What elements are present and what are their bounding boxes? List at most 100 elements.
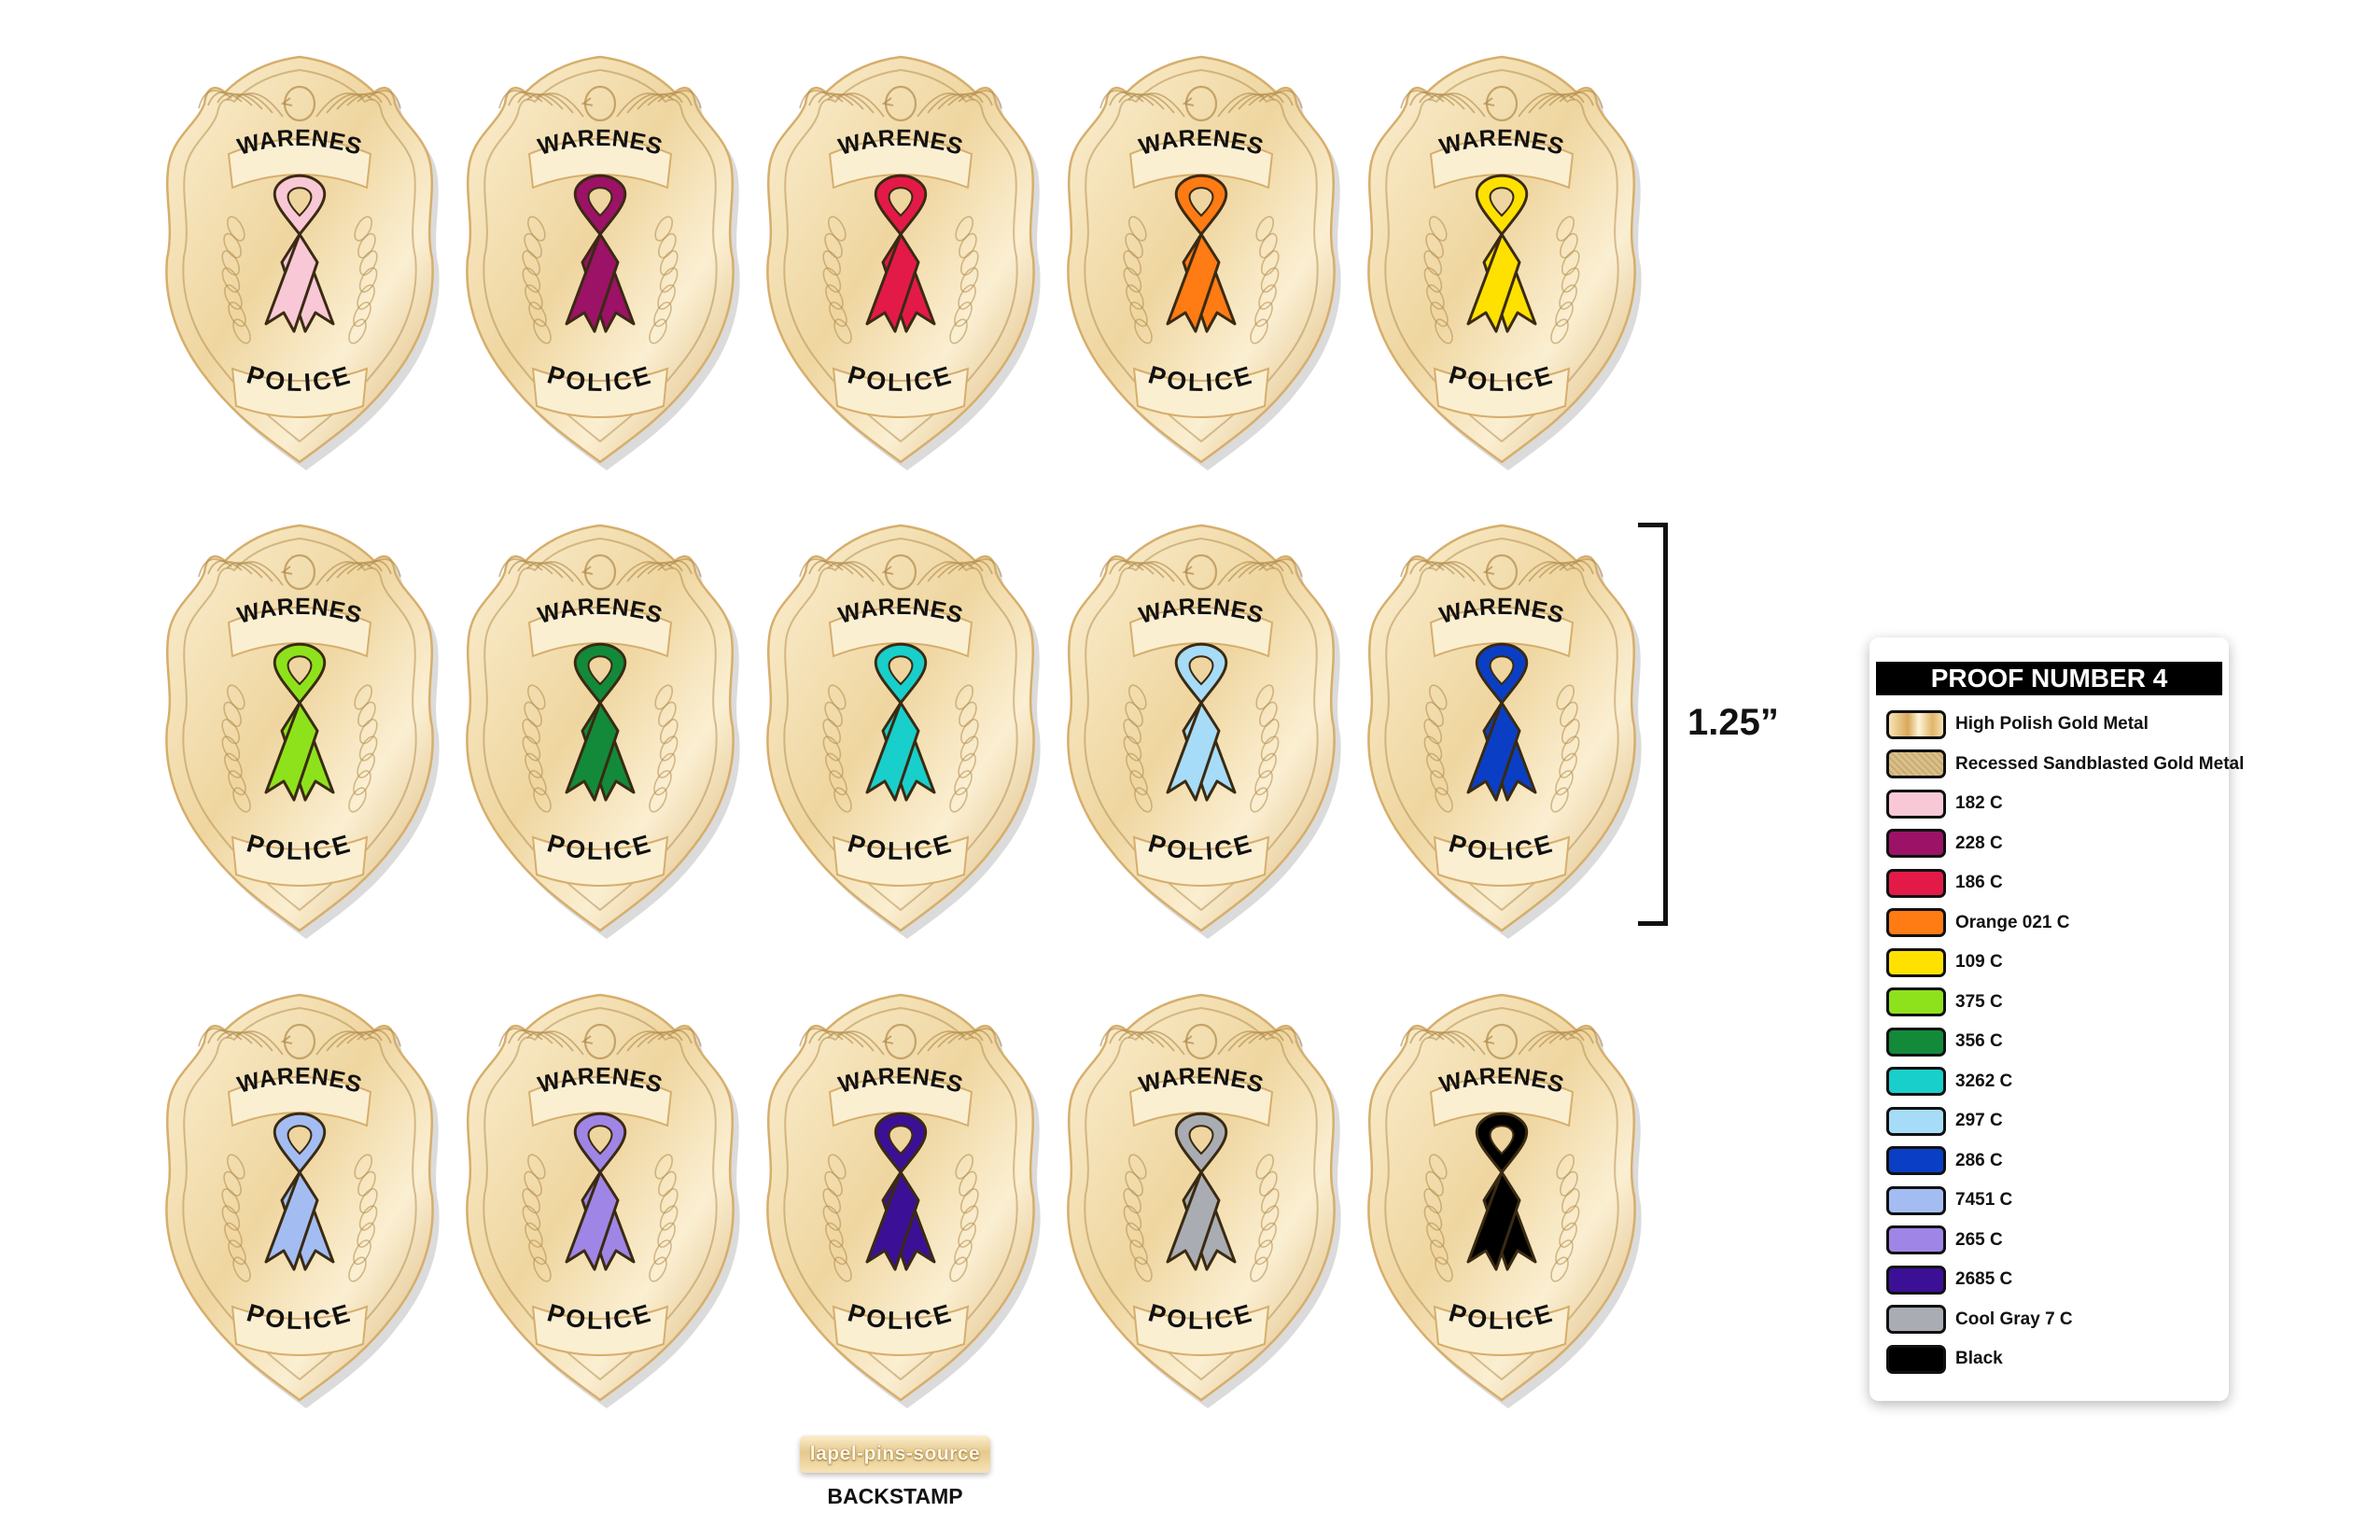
backstamp-text: lapel-pins-source (809, 1443, 981, 1464)
top-scroll-banner (1429, 607, 1575, 658)
badge-inner-border (1384, 68, 1619, 443)
legend-item: 228 C (1886, 824, 2222, 864)
eagle-crest (498, 85, 702, 122)
laurel-wreath (1123, 684, 1280, 813)
awareness-ribbon (565, 642, 636, 802)
top-scroll-banner (828, 138, 973, 189)
eagle-crest (198, 1023, 401, 1060)
legend-item: 182 C (1886, 784, 2222, 824)
badge-inner-border (1384, 537, 1619, 912)
legend-item: 375 C (1886, 983, 2222, 1023)
bottom-scroll-banner (1132, 1305, 1270, 1356)
eagle-crest (799, 85, 1002, 122)
laurel-wreath (1423, 216, 1580, 344)
legend-swatch (1886, 1146, 1946, 1176)
badge-inner-border (1384, 1006, 1619, 1381)
top-scroll-banner (227, 607, 372, 658)
legend-label: High Polish Gold Metal (1955, 714, 2149, 735)
eagle-crest (1400, 553, 1603, 591)
eagle-crest (1099, 85, 1303, 122)
legend-item: Black (1886, 1339, 2222, 1379)
legend-swatch (1886, 1265, 1946, 1295)
bottom-scroll-banner (531, 1305, 669, 1356)
legend-item: 109 C (1886, 943, 2222, 983)
awareness-badge: AWARENESS POLICE (151, 31, 440, 471)
legend-swatch (1886, 1305, 1946, 1335)
legend-swatch (1886, 868, 1946, 898)
bottom-scroll-banner (1433, 367, 1571, 418)
legend-item: 286 C (1886, 1141, 2222, 1182)
top-scroll-banner (1429, 138, 1575, 189)
awareness-badge: AWARENESS POLICE (151, 969, 440, 1409)
legend-swatch (1886, 789, 1946, 819)
eagle-crest (799, 553, 1002, 591)
bottom-scroll-banner (231, 835, 369, 887)
top-scroll-banner (227, 138, 372, 189)
awareness-badge: AWARENESS POLICE (752, 969, 1041, 1409)
awareness-badge: AWARENESS POLICE (1053, 31, 1341, 471)
bottom-scroll-banner (531, 367, 669, 418)
eagle-crest (799, 1023, 1002, 1060)
awareness-ribbon (1166, 1112, 1237, 1271)
bottom-scroll-banner (1132, 367, 1270, 418)
top-scroll-banner (828, 607, 973, 658)
legend-swatch (1886, 1185, 1946, 1215)
legend-label: Black (1955, 1349, 2003, 1369)
badge-inner-border (182, 537, 417, 912)
badge-inner-border (783, 537, 1018, 912)
awareness-badge: AWARENESS POLICE (151, 499, 440, 940)
legend-label: 109 C (1955, 952, 2003, 973)
legend-swatch (1886, 829, 1946, 859)
legend-label: 375 C (1955, 991, 2003, 1012)
badge-inner-border (783, 1006, 1018, 1381)
awareness-ribbon (565, 1112, 636, 1271)
legend-label: 2685 C (1955, 1269, 2013, 1290)
top-scroll-banner (1429, 1076, 1575, 1127)
legend-item: 2685 C (1886, 1260, 2222, 1300)
top-scroll-banner (828, 1076, 973, 1127)
badge-inner-border (1084, 537, 1319, 912)
top-scroll-banner (527, 138, 673, 189)
eagle-crest (1400, 1023, 1603, 1060)
awareness-ribbon (264, 1112, 335, 1271)
bottom-scroll-banner (531, 835, 669, 887)
legend-item: 3262 C (1886, 1062, 2222, 1102)
legend-list: High Polish Gold Metal Recessed Sandblast… (1886, 705, 2244, 1379)
awareness-ribbon (865, 642, 936, 802)
legend-label: 186 C (1955, 873, 2003, 893)
bottom-scroll-banner (1433, 1305, 1571, 1356)
top-scroll-banner (1128, 1076, 1274, 1127)
awareness-badge: AWARENESS POLICE (752, 31, 1041, 471)
laurel-wreath (522, 684, 679, 813)
legend-swatch (1886, 749, 1946, 779)
bottom-scroll-banner (832, 1305, 970, 1356)
legend-item: 265 C (1886, 1221, 2222, 1261)
legend-label: 7451 C (1955, 1190, 2013, 1211)
awareness-badge: AWARENESS POLICE (1053, 499, 1341, 940)
legend-label: 297 C (1955, 1111, 2003, 1131)
badge-inner-border (182, 68, 417, 443)
eagle-crest (498, 553, 702, 591)
legend-label: 356 C (1955, 1031, 2003, 1052)
awareness-badge: AWARENESS POLICE (452, 969, 740, 1409)
eagle-crest (1099, 553, 1303, 591)
legend-label: 228 C (1955, 833, 2003, 853)
legend-item: Cool Gray 7 C (1886, 1300, 2222, 1340)
legend-label: Recessed Sandblasted Gold Metal (1955, 753, 2245, 774)
legend-item: 356 C (1886, 1022, 2222, 1062)
eagle-crest (498, 1023, 702, 1060)
dimension-label: 1.25” (1687, 702, 1779, 743)
laurel-wreath (221, 216, 378, 344)
legend-swatch (1886, 1225, 1946, 1255)
bottom-scroll-banner (1132, 835, 1270, 887)
bottom-scroll-banner (231, 1305, 369, 1356)
legend-item: Recessed Sandblasted Gold Metal (1886, 745, 2244, 785)
legend-swatch (1886, 1027, 1946, 1057)
legend-swatch (1886, 987, 1946, 1017)
awareness-badge: AWARENESS POLICE (1053, 969, 1341, 1409)
awareness-badge: AWARENESS POLICE (452, 31, 740, 471)
badge-inner-border (182, 1006, 417, 1381)
eagle-crest (1099, 1023, 1303, 1060)
badge-inner-border (1084, 68, 1319, 443)
laurel-wreath (1423, 684, 1580, 813)
